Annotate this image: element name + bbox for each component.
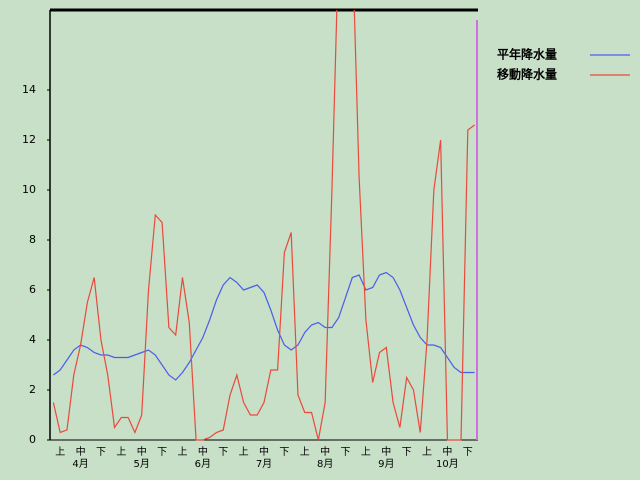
x-tick-label: 中 — [259, 445, 269, 458]
y-tick-label: 12 — [22, 133, 36, 146]
y-tick-label: 14 — [22, 83, 36, 96]
month-label: 6月 — [195, 458, 211, 470]
legend-label: 平年降水量 — [497, 47, 557, 62]
month-label: 9月 — [378, 458, 394, 470]
y-tick-label: 6 — [29, 283, 36, 296]
x-tick-label: 下 — [402, 447, 412, 458]
x-tick-label: 下 — [463, 447, 473, 458]
x-tick-label: 上 — [239, 446, 249, 458]
x-tick-label: 下 — [341, 447, 351, 458]
plot-area — [52, 10, 475, 441]
x-tick-label: 中 — [76, 445, 86, 458]
month-label: 4月 — [72, 458, 88, 470]
month-label: 10月 — [436, 458, 459, 470]
x-tick-label: 下 — [218, 447, 228, 458]
x-tick-label: 上 — [422, 446, 432, 458]
y-tick-label: 4 — [29, 333, 36, 346]
x-tick-label: 上 — [116, 446, 126, 458]
y-tick-label: 0 — [29, 433, 36, 446]
x-tick-label: 中 — [320, 445, 330, 458]
series-line — [52, 10, 475, 441]
x-tick-label: 上 — [361, 446, 371, 458]
month-label: 7月 — [256, 458, 272, 470]
month-label: 5月 — [134, 458, 150, 470]
x-tick-label: 中 — [381, 445, 391, 458]
series-line — [53, 271, 475, 381]
x-tick-label: 中 — [442, 445, 452, 458]
x-tick-label: 上 — [55, 446, 65, 458]
month-label: 8月 — [317, 458, 333, 470]
legend-label: 移動降水量 — [497, 67, 557, 82]
y-tick-label: 2 — [29, 383, 36, 396]
x-tick-label: 上 — [300, 446, 310, 458]
x-tick-label: 下 — [279, 447, 289, 458]
x-tick-label: 中 — [137, 445, 147, 458]
x-tick-label: 上 — [177, 446, 187, 458]
x-tick-label: 下 — [96, 447, 106, 458]
x-tick-label: 下 — [157, 447, 167, 458]
y-tick-label: 8 — [29, 233, 36, 246]
x-tick-label: 中 — [198, 445, 208, 458]
y-tick-label: 10 — [22, 183, 36, 196]
